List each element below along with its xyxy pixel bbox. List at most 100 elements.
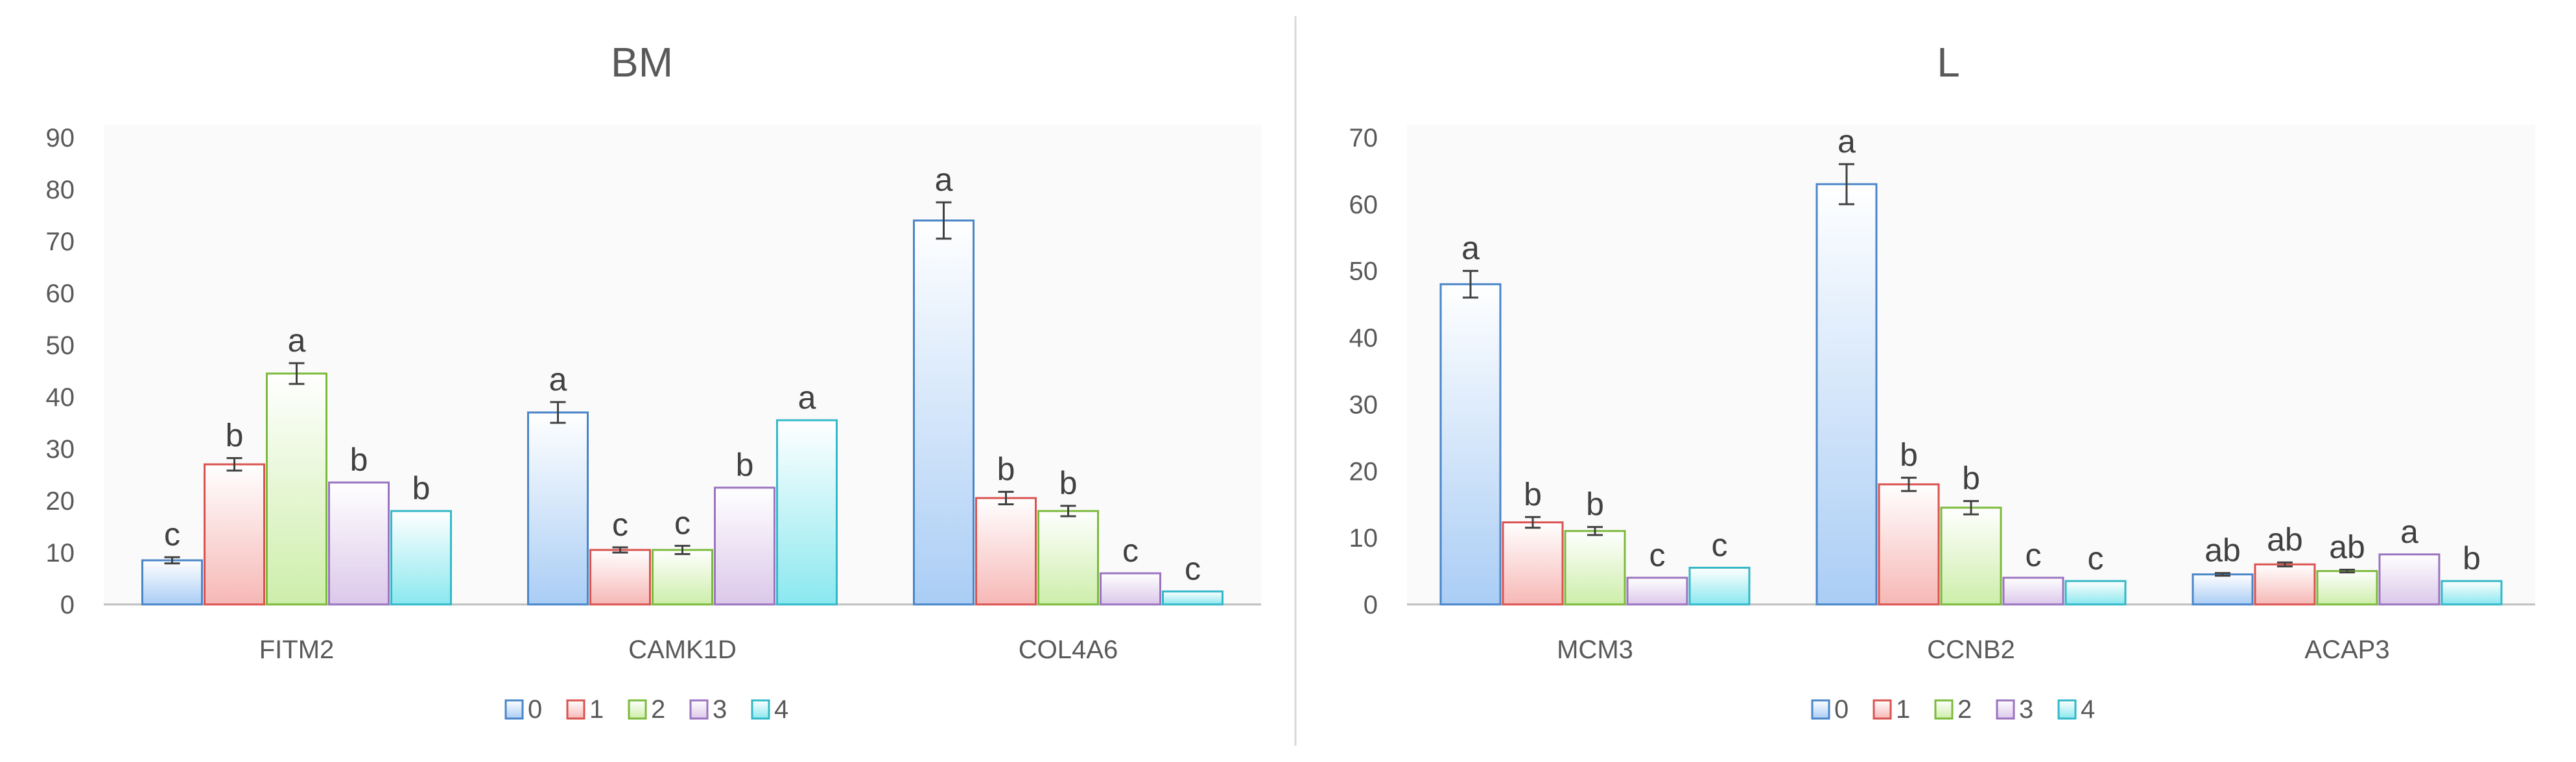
- x-tick-label: CCNB2: [1927, 636, 2015, 664]
- y-tick-label: 30: [1349, 390, 1378, 419]
- bar: [1564, 530, 1626, 606]
- legend-swatch: [1811, 699, 1830, 720]
- significance-letter: b: [1962, 460, 1980, 497]
- bar: [1626, 577, 1688, 606]
- y-tick-label: 30: [46, 435, 75, 464]
- legend-label: 4: [2081, 695, 2095, 724]
- y-tick-label: 50: [1349, 257, 1378, 286]
- significance-letter: c: [612, 506, 628, 543]
- significance-letter: a: [288, 322, 306, 359]
- y-tick-label: 70: [46, 228, 75, 256]
- bar: [2192, 573, 2254, 606]
- bar: [776, 419, 838, 606]
- bar: [1940, 506, 2002, 606]
- bar: [913, 219, 975, 606]
- legend-label: 2: [1957, 695, 1972, 724]
- legend-swatch: [566, 699, 585, 720]
- legend-swatch: [751, 699, 770, 720]
- y-tick-label: 10: [46, 539, 75, 567]
- significance-letter: a: [1461, 230, 1480, 267]
- legend-label: 4: [774, 695, 788, 724]
- legend-swatch: [1996, 699, 2015, 720]
- bar: [1688, 566, 1751, 606]
- significance-letter: a: [549, 361, 567, 398]
- significance-letter: a: [935, 161, 953, 198]
- significance-letter: c: [1185, 551, 1201, 587]
- chart-title: L: [1937, 39, 1960, 86]
- y-tick-label: 90: [46, 124, 75, 152]
- significance-letter: a: [798, 379, 816, 416]
- significance-letter: b: [226, 417, 244, 453]
- y-tick-label: 40: [1349, 324, 1378, 353]
- bar: [2002, 577, 2064, 606]
- significance-letter: ab: [2267, 521, 2303, 558]
- y-tick-label: 60: [1349, 191, 1378, 219]
- significance-letter: c: [2026, 537, 2042, 573]
- bar: [1502, 521, 1564, 606]
- bar: [527, 411, 589, 606]
- legend-swatch: [1873, 699, 1892, 720]
- legend-label: 1: [589, 695, 604, 724]
- significance-letter: c: [1712, 527, 1728, 563]
- x-tick-label: ACAP3: [2304, 636, 2389, 664]
- bar: [1100, 572, 1161, 606]
- significance-letter: b: [1586, 486, 1604, 523]
- significance-letter: b: [2463, 540, 2481, 577]
- bar: [1162, 590, 1223, 606]
- bar: [2378, 553, 2440, 606]
- y-tick-label: 80: [46, 176, 75, 204]
- significance-letter: b: [350, 442, 368, 478]
- y-tick-label: 60: [46, 280, 75, 308]
- legend-label: 3: [2019, 695, 2033, 724]
- legend-label: 3: [713, 695, 727, 724]
- significance-letter: c: [1122, 532, 1139, 569]
- bar: [1815, 183, 1878, 606]
- bar: [328, 481, 390, 606]
- significance-letter: a: [1837, 123, 1856, 160]
- y-tick-label: 20: [46, 487, 75, 516]
- significance-letter: c: [674, 505, 691, 542]
- significance-letter: b: [1524, 476, 1542, 512]
- legend-swatch: [689, 699, 709, 720]
- bar: [975, 497, 1037, 606]
- bar: [652, 549, 713, 606]
- y-tick-label: 0: [60, 591, 75, 619]
- legend-label: 2: [651, 695, 665, 724]
- legend-swatch: [628, 699, 647, 720]
- bar: [204, 463, 265, 606]
- legend-swatch: [2057, 699, 2077, 720]
- significance-letter: c: [1649, 537, 1666, 573]
- y-tick-label: 10: [1349, 524, 1378, 553]
- bar: [2254, 563, 2316, 606]
- x-tick-label: FITM2: [259, 636, 335, 664]
- bar: [390, 510, 452, 606]
- significance-letter: b: [997, 451, 1015, 487]
- significance-letter: a: [2400, 514, 2418, 550]
- y-tick-label: 0: [1364, 591, 1378, 619]
- bar: [2064, 580, 2127, 606]
- bar: [1878, 483, 1940, 606]
- significance-letter: c: [164, 516, 180, 553]
- bar: [266, 372, 327, 606]
- y-tick-label: 50: [46, 331, 75, 360]
- y-tick-label: 40: [46, 383, 75, 412]
- y-tick-label: 20: [1349, 457, 1378, 486]
- bar: [2316, 570, 2378, 606]
- chart-title: BM: [611, 39, 673, 86]
- bar: [1439, 283, 1502, 606]
- bar: [141, 559, 203, 606]
- significance-letter: b: [736, 447, 754, 483]
- x-tick-label: CAMK1D: [628, 636, 737, 664]
- legend-label: 1: [1896, 695, 1910, 724]
- legend-label: 0: [528, 695, 542, 724]
- legend-label: 0: [1834, 695, 1849, 724]
- y-tick-label: 70: [1349, 124, 1378, 152]
- significance-letter: c: [2088, 540, 2104, 577]
- significance-letter: b: [1059, 465, 1078, 501]
- significance-letter: ab: [2329, 529, 2365, 566]
- bar: [589, 549, 651, 606]
